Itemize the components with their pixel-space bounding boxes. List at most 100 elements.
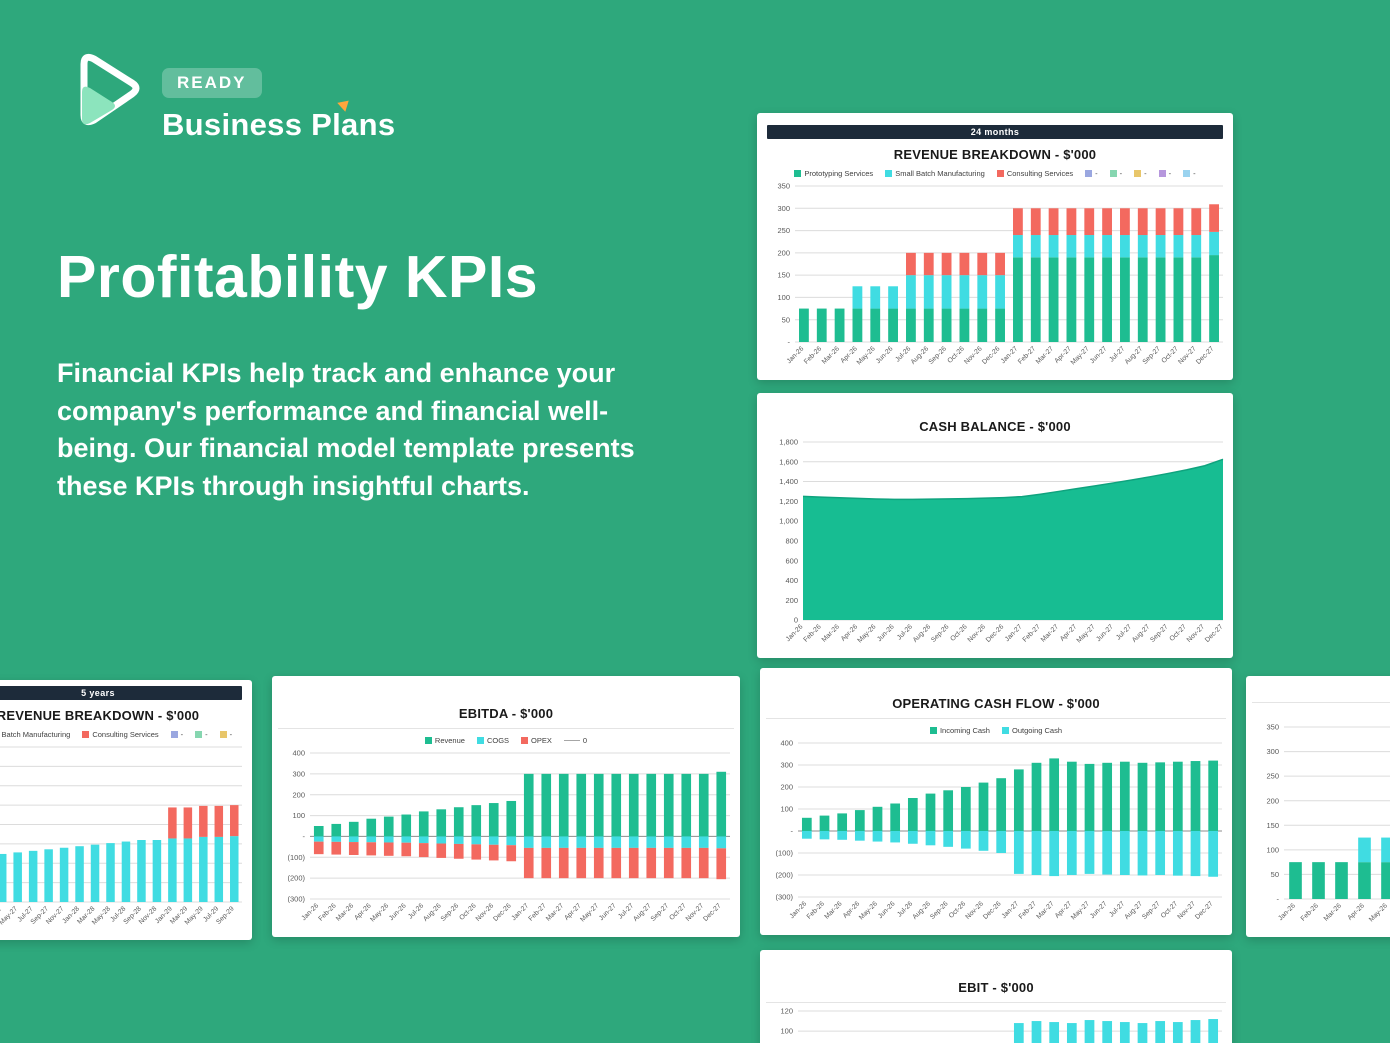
- svg-text:Jan-27: Jan-27: [511, 902, 531, 922]
- svg-text:Jan-26: Jan-26: [785, 623, 805, 643]
- svg-text:Nov-28: Nov-28: [138, 905, 159, 926]
- svg-text:May-26: May-26: [1368, 902, 1389, 923]
- legend-item: -: [1109, 169, 1123, 178]
- svg-text:1,200: 1,200: [779, 497, 798, 506]
- svg-text:Sep-26: Sep-26: [930, 623, 951, 644]
- svg-text:Jun-26: Jun-26: [877, 900, 897, 920]
- svg-text:Sep-26: Sep-26: [928, 345, 949, 366]
- svg-text:120: 120: [780, 1007, 793, 1016]
- svg-text:May-26: May-26: [856, 623, 877, 644]
- svg-text:Jan-26: Jan-26: [789, 900, 809, 920]
- page-title: Profitability KPIs: [57, 244, 539, 310]
- legend-item: 0: [563, 736, 588, 745]
- chart-svg: (300) (200) (100) - 100 200 300 400 Jan-26Feb-26…: [775, 739, 1222, 921]
- svg-text:Aug-27: Aug-27: [1131, 623, 1152, 644]
- svg-text:Mar-27: Mar-27: [1035, 900, 1055, 920]
- svg-text:May-27: May-27: [1076, 623, 1097, 644]
- chart-plot: -50 100 150 200 250 300 350 Jan-26 Feb-26 Mar-26 A…: [757, 178, 1233, 380]
- svg-text:May-27: May-27: [1070, 900, 1091, 921]
- legend-swatch: [1085, 170, 1093, 177]
- svg-text:Jun-27: Jun-27: [1089, 345, 1109, 365]
- chart-legend: Incoming Cash Outgoing Cash: [760, 726, 1232, 735]
- svg-text:300: 300: [777, 204, 790, 213]
- legend-label: COGS: [486, 736, 510, 745]
- legend-label: -: [180, 730, 184, 739]
- legend-label: -: [1168, 169, 1172, 178]
- svg-text:150: 150: [1266, 821, 1279, 830]
- svg-text:Nov-27: Nov-27: [1176, 900, 1197, 921]
- chart-card-ebitda: EBITDA - $'000 Revenue COGS OPEX 0 (300) (20…: [272, 676, 740, 937]
- svg-text:400: 400: [292, 749, 305, 758]
- svg-text:Nov-26: Nov-26: [964, 900, 985, 921]
- legend-swatch: [794, 170, 802, 177]
- legend-label: Prototyping Services: [804, 169, 874, 178]
- svg-text:Nov-26: Nov-26: [475, 902, 496, 923]
- legend-swatch: [1134, 170, 1142, 177]
- chart-plot: -50 100 150 200 250 300 350 Jan-26 Feb-26 Mar-26 A…: [1246, 719, 1390, 937]
- svg-text:Aug-27: Aug-27: [632, 902, 653, 923]
- svg-text:Nov-26: Nov-26: [963, 345, 984, 366]
- svg-text:(200): (200): [775, 871, 793, 880]
- legend-label: Consulting Services: [92, 730, 159, 739]
- chart-legend: Prototyping Services Small Batch Manufact…: [757, 169, 1233, 178]
- svg-text:350: 350: [777, 182, 790, 191]
- svg-text:Feb-27: Feb-27: [1022, 623, 1042, 643]
- svg-text:1,600: 1,600: [779, 457, 798, 466]
- legend-label: -: [1144, 169, 1147, 178]
- svg-text:Dec-26: Dec-26: [982, 900, 1003, 921]
- svg-text:Mar-26: Mar-26: [821, 623, 841, 643]
- chart-legend: Revenue COGS OPEX 0: [272, 736, 740, 745]
- svg-text:Mar-26: Mar-26: [1323, 902, 1343, 922]
- chart-plot: (300) (200) (100) - 100 200 300 400 Jan-26 Feb-26…: [760, 735, 1232, 935]
- brand-name: Business Plans: [162, 96, 395, 143]
- svg-text:Oct-27: Oct-27: [1169, 623, 1189, 643]
- legend-swatch: [1158, 170, 1166, 177]
- svg-text:Dec-26: Dec-26: [492, 902, 513, 923]
- chart-title: EBITDA - $'000: [278, 706, 734, 729]
- svg-text:400: 400: [780, 739, 793, 748]
- svg-text:100: 100: [1266, 845, 1279, 854]
- legend-swatch: [996, 170, 1004, 177]
- svg-text:250: 250: [1266, 772, 1279, 781]
- legend-label: -: [1119, 169, 1123, 178]
- svg-text:Jun-26: Jun-26: [875, 345, 895, 365]
- legend-label: Consulting Services: [1006, 169, 1074, 178]
- svg-text:May-27: May-27: [1070, 345, 1091, 366]
- legend-label: Small Batch Manufacturing: [895, 169, 985, 178]
- svg-text:Feb-26: Feb-26: [802, 623, 822, 643]
- svg-text:(100): (100): [775, 849, 793, 858]
- chart-svg: 0 200 400 600 800 1,000 1,200 1,400 1,600 1,800 Ja…: [779, 438, 1224, 645]
- svg-text:Apr-26: Apr-26: [1347, 902, 1367, 922]
- svg-text:Nov-27: Nov-27: [685, 902, 706, 923]
- chart-card-revenue-breakdown-5y: 5 years REVENUE BREAKDOWN - $'000 Protot…: [0, 680, 252, 940]
- svg-text:Sep-27: Sep-27: [1142, 345, 1163, 366]
- svg-text:Sep-26: Sep-26: [929, 900, 950, 921]
- svg-text:May-26: May-26: [856, 345, 877, 366]
- svg-text:Jun-26: Jun-26: [876, 623, 896, 643]
- legend-item: -: [1085, 169, 1098, 178]
- svg-text:-: -: [1277, 895, 1280, 904]
- svg-text:100: 100: [780, 1027, 793, 1036]
- svg-text:Oct-26: Oct-26: [949, 623, 969, 643]
- svg-text:Feb-27: Feb-27: [527, 902, 547, 922]
- svg-text:300: 300: [1266, 747, 1279, 756]
- svg-text:Aug-27: Aug-27: [1124, 345, 1145, 366]
- svg-text:300: 300: [780, 761, 793, 770]
- chart-card-revenue-breakdown-partial: REVENUE BREAKDOWN - $'000 Prototyping Se…: [1246, 676, 1390, 937]
- legend-item: Incoming Cash: [929, 726, 990, 735]
- legend-label: 0: [582, 736, 588, 745]
- legend-swatch: [219, 731, 227, 738]
- svg-text:Mar-27: Mar-27: [1040, 623, 1060, 643]
- svg-text:Aug-26: Aug-26: [422, 902, 443, 923]
- legend-label: -: [1095, 169, 1098, 178]
- svg-text:Jun-26: Jun-26: [388, 902, 408, 922]
- legend-item: -: [1134, 169, 1147, 178]
- svg-text:1,400: 1,400: [779, 477, 798, 486]
- legend-item: COGS: [476, 736, 510, 745]
- svg-text:May-26: May-26: [858, 900, 879, 921]
- svg-text:Aug-27: Aug-27: [1123, 900, 1144, 921]
- legend-label: -: [1193, 169, 1196, 178]
